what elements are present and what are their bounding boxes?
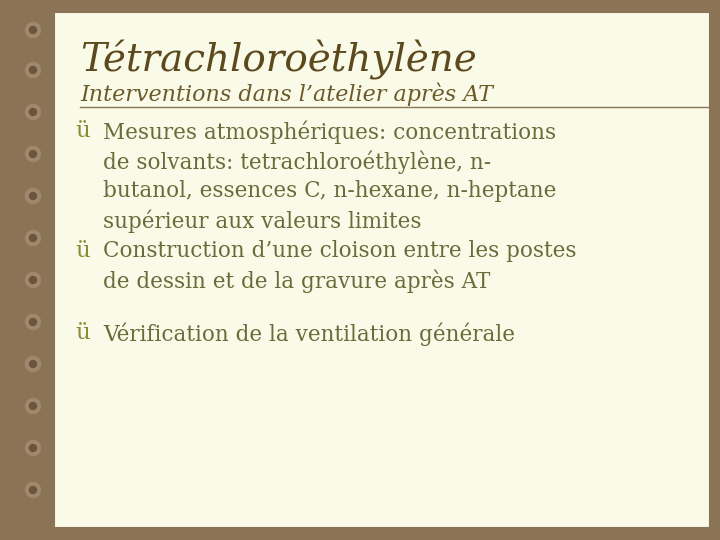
Circle shape bbox=[25, 314, 40, 329]
Circle shape bbox=[25, 188, 40, 204]
Circle shape bbox=[30, 402, 37, 409]
Circle shape bbox=[30, 234, 37, 241]
Circle shape bbox=[25, 23, 40, 37]
Circle shape bbox=[25, 273, 40, 287]
Circle shape bbox=[30, 66, 37, 73]
Text: ü: ü bbox=[75, 120, 90, 142]
Text: Tétrachloroèthylène: Tétrachloroèthylène bbox=[80, 40, 477, 80]
Circle shape bbox=[21, 478, 45, 502]
Circle shape bbox=[25, 441, 40, 456]
Circle shape bbox=[30, 26, 37, 33]
Text: Mesures atmosphériques: concentrations
de solvants: tetrachloroéthylène, n-
buta: Mesures atmosphériques: concentrations d… bbox=[103, 120, 557, 233]
Circle shape bbox=[25, 105, 40, 119]
Circle shape bbox=[21, 142, 45, 166]
Circle shape bbox=[25, 399, 40, 414]
Circle shape bbox=[30, 192, 37, 199]
Circle shape bbox=[25, 231, 40, 246]
Circle shape bbox=[30, 151, 37, 158]
Text: ü: ü bbox=[75, 322, 90, 344]
Circle shape bbox=[21, 226, 45, 250]
Circle shape bbox=[21, 58, 45, 82]
Text: Construction d’une cloison entre les postes
de dessin et de la gravure après AT: Construction d’une cloison entre les pos… bbox=[103, 240, 577, 293]
Circle shape bbox=[30, 319, 37, 326]
Circle shape bbox=[21, 352, 45, 376]
Circle shape bbox=[30, 109, 37, 116]
Circle shape bbox=[21, 436, 45, 460]
Circle shape bbox=[25, 483, 40, 497]
Text: Vérification de la ventilation générale: Vérification de la ventilation générale bbox=[103, 322, 515, 346]
Circle shape bbox=[25, 356, 40, 372]
Circle shape bbox=[30, 487, 37, 494]
Circle shape bbox=[21, 394, 45, 418]
Circle shape bbox=[21, 100, 45, 124]
Circle shape bbox=[30, 361, 37, 368]
Circle shape bbox=[25, 146, 40, 161]
Text: Interventions dans l’atelier après AT: Interventions dans l’atelier après AT bbox=[80, 82, 493, 105]
Circle shape bbox=[25, 63, 40, 78]
Circle shape bbox=[21, 184, 45, 208]
Circle shape bbox=[21, 268, 45, 292]
Circle shape bbox=[21, 310, 45, 334]
Circle shape bbox=[30, 276, 37, 284]
Circle shape bbox=[21, 18, 45, 42]
Text: ü: ü bbox=[75, 240, 90, 262]
Circle shape bbox=[30, 444, 37, 451]
FancyBboxPatch shape bbox=[54, 12, 710, 528]
